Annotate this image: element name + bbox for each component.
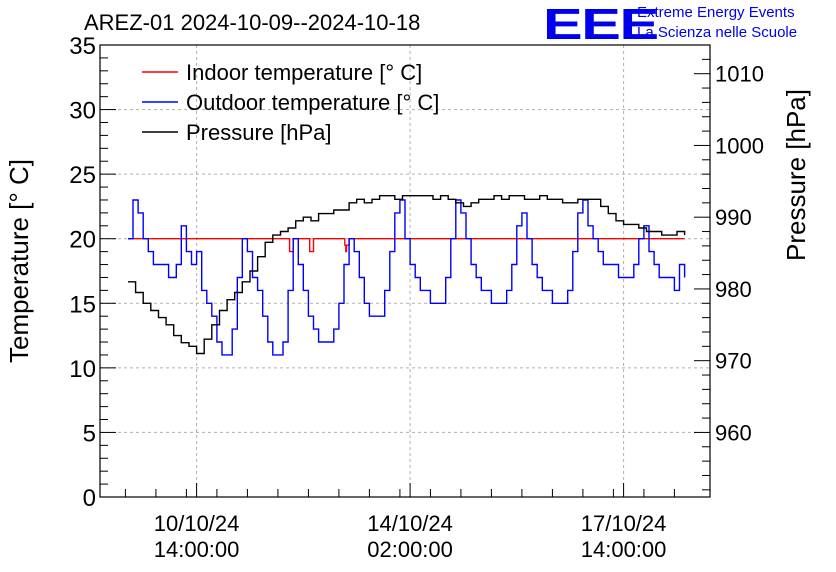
series-layer <box>127 195 686 356</box>
legend-label-1: Outdoor temperature [° C] <box>186 90 439 115</box>
y-axis-title: Temperature [° C] <box>4 159 34 363</box>
chart-title: AREZ-01 2024-10-09--2024-10-18 <box>84 10 421 35</box>
right-tick-label: 990 <box>715 205 752 230</box>
brand-line-2: La Scienza nelle Scuole <box>637 24 798 41</box>
series-line-1 <box>128 199 686 356</box>
x-tick-label-time: 02:00:00 <box>367 537 453 562</box>
eee-logo: EEE <box>543 0 659 49</box>
legend-label-0: Indoor temperature [° C] <box>186 60 422 85</box>
x-tick-label-date: 14/10/24 <box>367 511 453 536</box>
x-tick-label-date: 10/10/24 <box>154 511 240 536</box>
series-line-2 <box>128 195 686 355</box>
brand-line-1: Extreme Energy Events <box>637 4 795 21</box>
left-tick-label: 5 <box>83 420 96 447</box>
left-tick-label: 20 <box>69 227 96 254</box>
right-tick-label: 1000 <box>715 133 764 158</box>
right-tick-label: 960 <box>715 420 752 445</box>
right-tick-label: 1010 <box>715 62 764 87</box>
axes: 0 5 10 15 20 25 30 35 960 970 980 990 1000 1010 10/10/… <box>4 33 811 562</box>
x-tick-label-time: 14:00:00 <box>581 537 667 562</box>
left-tick-label: 15 <box>69 291 96 318</box>
left-tick-label: 0 <box>83 485 96 512</box>
y2-axis-title: Pressure [hPa] <box>781 89 811 261</box>
series-line-0 <box>128 238 685 253</box>
plot-frame <box>99 44 711 498</box>
left-tick-label: 35 <box>69 33 96 60</box>
x-tick-label-date: 17/10/24 <box>581 511 667 536</box>
legend-label-2: Pressure [hPa] <box>186 120 332 145</box>
left-tick-label: 30 <box>69 98 96 125</box>
legend: Indoor temperature [° C] Outdoor temperat… <box>142 60 439 145</box>
x-tick-label-time: 14:00:00 <box>154 537 240 562</box>
left-tick-label: 10 <box>69 356 96 383</box>
right-tick-label: 970 <box>715 349 752 374</box>
left-tick-label: 25 <box>69 162 96 189</box>
right-tick-label: 980 <box>715 277 752 302</box>
